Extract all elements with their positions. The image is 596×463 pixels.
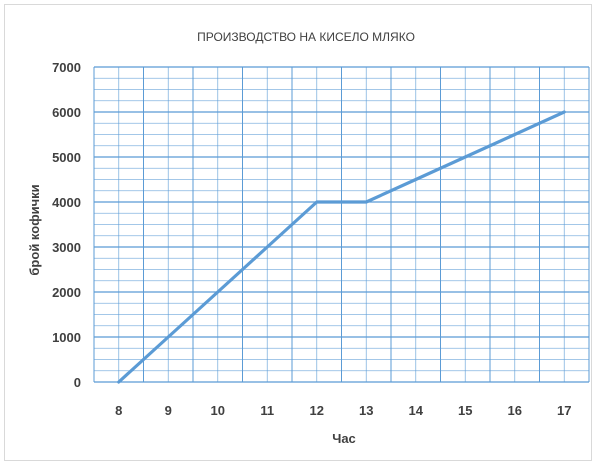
x-tick-label: 17: [557, 403, 571, 418]
x-tick-label: 11: [260, 403, 274, 418]
y-tick-labels: 0 1000 2000 3000 4000 5000 6000 7000: [52, 60, 81, 390]
y-tick-label: 5000: [52, 150, 81, 165]
y-tick-label: 2000: [52, 285, 81, 300]
line-chart: ПРОИЗВОДСТВО НА КИСЕЛО МЛЯКО 0 1000 2000 30…: [27, 30, 590, 446]
x-tick-label: 16: [508, 403, 522, 418]
x-tick-label: 10: [211, 403, 225, 418]
x-tick-label: 14: [409, 403, 424, 418]
chart-frame: ПРОИЗВОДСТВО НА КИСЕЛО МЛЯКО 0 1000 2000 30…: [4, 4, 592, 461]
x-tick-label: 12: [310, 403, 324, 418]
series-group: [117, 110, 566, 384]
x-tick-label: 13: [359, 403, 373, 418]
y-tick-label: 1000: [52, 330, 81, 345]
y-tick-label: 7000: [52, 60, 81, 75]
x-tick-label: 8: [115, 403, 122, 418]
series-line: [117, 110, 566, 384]
y-axis-label: брой кофички: [27, 184, 42, 275]
x-tick-labels: 8 9 10 11 12 13 14 15 16 17: [115, 403, 571, 418]
x-axis-label: Час: [332, 431, 356, 446]
chart-title: ПРОИЗВОДСТВО НА КИСЕЛО МЛЯКО: [197, 30, 415, 44]
y-tick-label: 0: [74, 375, 81, 390]
y-tick-label: 6000: [52, 105, 81, 120]
x-tick-label: 15: [458, 403, 472, 418]
x-tick-label: 9: [165, 403, 172, 418]
y-tick-label: 4000: [52, 195, 81, 210]
y-tick-label: 3000: [52, 240, 81, 255]
grid: [93, 66, 590, 383]
